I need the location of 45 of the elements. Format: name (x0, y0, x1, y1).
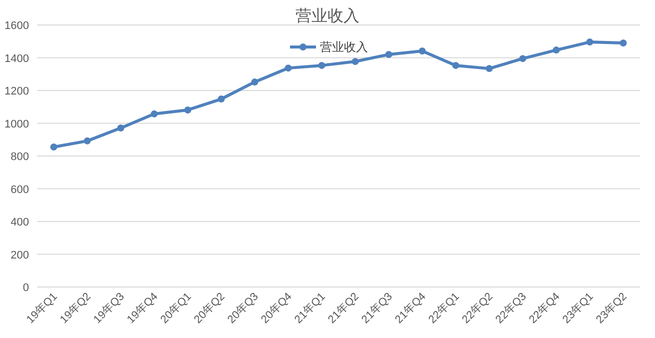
x-tick-label: 22年Q1 (426, 290, 462, 326)
point (552, 46, 560, 54)
point (385, 50, 392, 58)
x-tick-label: 20年Q1 (158, 290, 194, 326)
chart-title: 营业收入 (296, 7, 360, 25)
x-tick-label: 21年Q4 (393, 290, 428, 326)
point (620, 40, 627, 47)
x-tick-label: 20年Q3 (226, 290, 261, 326)
point (586, 38, 594, 46)
point (486, 65, 493, 72)
x-tick-label: 20年Q4 (259, 290, 294, 326)
x-tick-label: 22年Q3 (494, 290, 529, 326)
x-tick-label: 23年Q1 (560, 290, 596, 326)
point (117, 124, 124, 132)
point (519, 55, 526, 62)
point (284, 64, 292, 72)
point (452, 62, 460, 69)
x-tick-label: 22年Q4 (527, 290, 562, 326)
x-tick-label: 21年Q1 (292, 290, 328, 326)
y-tick-label: 1000 (4, 118, 29, 130)
x-tick-label: 22年Q2 (460, 290, 496, 326)
point (150, 110, 158, 118)
legend-label: 营业收入 (320, 40, 368, 54)
point (50, 143, 58, 150)
x-tick-label: 20年Q2 (192, 290, 228, 326)
y-tick-label: 1400 (4, 52, 29, 65)
x-tick-label: 19年Q2 (58, 290, 94, 326)
point (84, 137, 91, 144)
y-tick-label: 600 (10, 184, 29, 196)
x-tick-label: 23年Q2 (594, 290, 630, 326)
x-tick-label: 19年Q3 (92, 290, 127, 326)
point (184, 106, 192, 114)
y-tick-label: 400 (10, 216, 29, 228)
point (218, 96, 225, 103)
y-tick-label: 200 (10, 249, 29, 262)
x-tick-label: 21年Q3 (360, 290, 395, 326)
y-tick-label: 1200 (4, 86, 29, 98)
y-tick-label: 1600 (4, 20, 29, 32)
point (318, 62, 326, 69)
y-tick-label: 800 (10, 151, 29, 163)
point (352, 58, 359, 66)
x-tick-label: 19年Q4 (125, 290, 160, 326)
point (251, 78, 258, 86)
point (418, 48, 426, 55)
x-tick-label: 21年Q2 (326, 290, 362, 326)
